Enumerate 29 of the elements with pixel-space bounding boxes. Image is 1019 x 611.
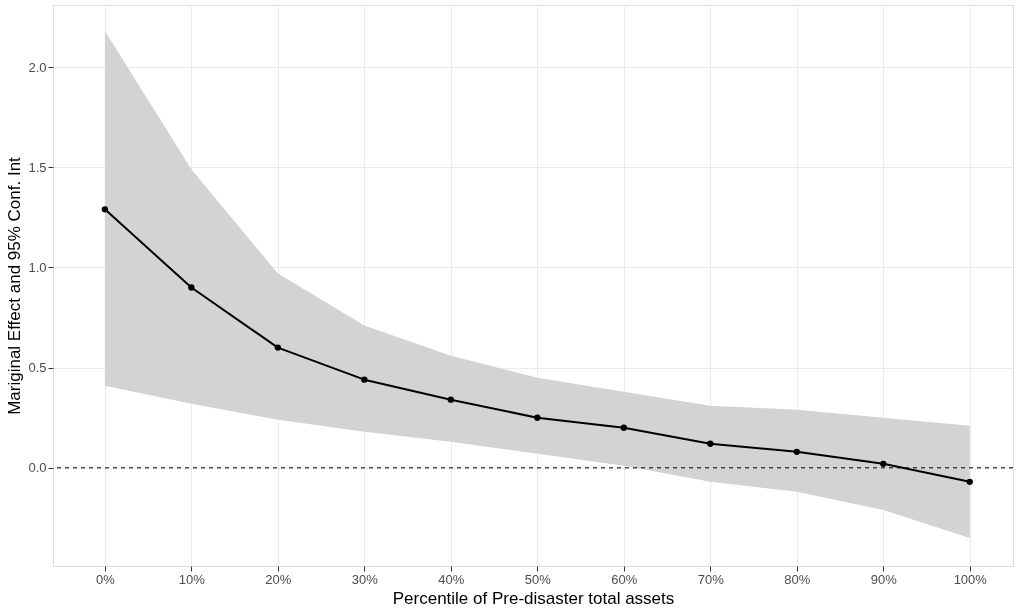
x-tick-label: 0%	[95, 571, 116, 587]
x-axis-title: Percentile of Pre-disaster total assets	[392, 588, 675, 608]
x-tick-label: 80%	[784, 571, 811, 587]
point	[188, 284, 195, 291]
point	[793, 448, 800, 455]
y-axis-title: Mariginal Effect and 95% Conf. Int	[5, 156, 25, 415]
x-tick-label: 60%	[611, 571, 638, 587]
point	[880, 460, 887, 467]
point	[620, 424, 627, 431]
point	[707, 440, 714, 447]
x-tick-label: 30%	[351, 571, 379, 587]
y-tick-label: 0.0	[28, 460, 47, 476]
x-tick-label: 40%	[438, 571, 465, 587]
point	[447, 396, 454, 403]
y-tick-label: 1.0	[28, 259, 47, 275]
point	[966, 478, 973, 486]
x-tick-label: 50%	[524, 571, 552, 587]
y-tick-label: 0.5	[28, 360, 47, 376]
point	[101, 206, 109, 213]
x-tick-label: 90%	[870, 571, 898, 587]
y-tick-label: 1.5	[28, 159, 47, 175]
point	[361, 376, 368, 383]
x-tick-label: 10%	[178, 571, 206, 587]
x-tick-label: 70%	[697, 571, 725, 587]
x-tick-label: 100%	[953, 571, 988, 587]
point	[534, 414, 541, 421]
point	[274, 344, 282, 351]
y-tick-label: 2.0	[28, 59, 47, 75]
x-tick-label: 20%	[265, 571, 292, 587]
